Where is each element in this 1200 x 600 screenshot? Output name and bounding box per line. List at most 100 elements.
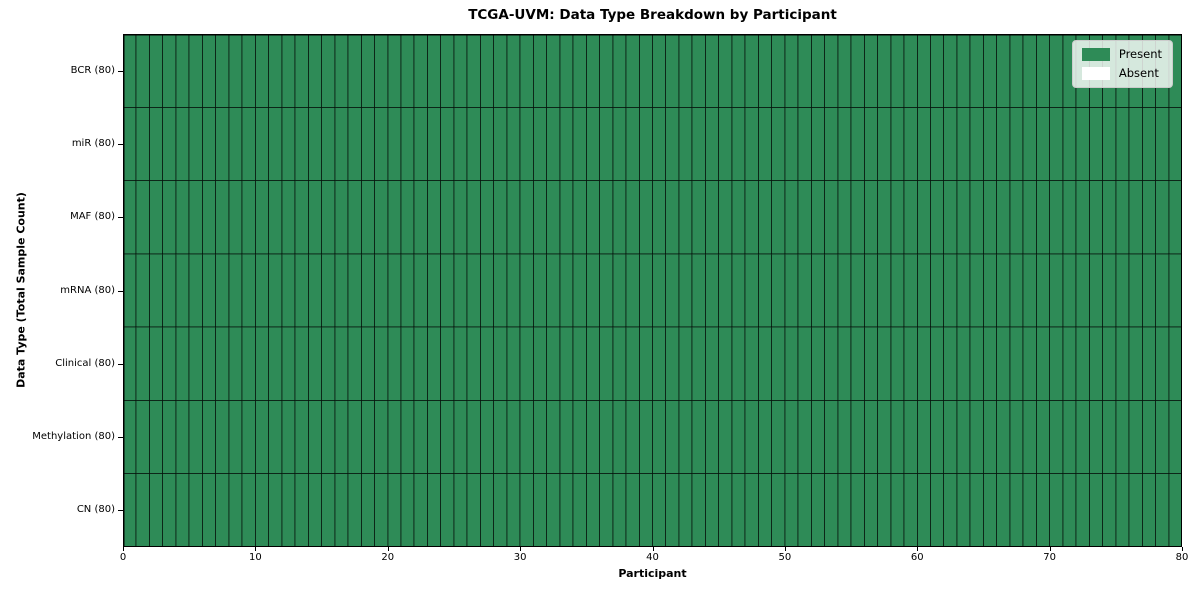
heatmap-cell <box>916 473 931 547</box>
heatmap-cell <box>1009 326 1024 401</box>
heatmap-cell <box>532 326 548 401</box>
heatmap-cell <box>387 180 402 255</box>
heatmap-cell <box>652 473 667 547</box>
x-tick-mark <box>255 547 257 551</box>
heatmap-cell <box>400 106 415 182</box>
heatmap-cell <box>334 34 349 108</box>
y-tick-label: MAF (80) <box>70 211 115 223</box>
heatmap-cell <box>890 399 905 475</box>
heatmap-cell <box>1088 473 1104 547</box>
heatmap-cell <box>1168 326 1182 401</box>
heatmap-cell <box>572 34 587 108</box>
x-tick-mark <box>652 547 654 551</box>
heatmap-cell <box>135 326 150 401</box>
heatmap-cell <box>585 253 601 328</box>
heatmap-cell <box>784 34 799 108</box>
heatmap-cell <box>254 473 270 547</box>
heatmap-cell <box>652 106 667 182</box>
heatmap-cell <box>718 34 733 108</box>
heatmap-cell <box>824 399 839 475</box>
heatmap-cell <box>771 399 786 475</box>
heatmap-cell <box>1049 34 1064 108</box>
heatmap-cell <box>162 106 177 182</box>
heatmap-cell <box>824 34 839 108</box>
heatmap-cell <box>493 399 508 475</box>
heatmap-cell <box>665 106 680 182</box>
heatmap-cell <box>585 326 601 401</box>
heatmap-cell <box>201 34 217 108</box>
heatmap-cell <box>956 326 971 401</box>
heatmap-cell <box>744 399 759 475</box>
heatmap-cell <box>241 326 256 401</box>
heatmap-cell <box>1035 253 1051 328</box>
heatmap-cell <box>148 473 164 547</box>
heatmap-cell <box>466 34 481 108</box>
heatmap-cell <box>996 253 1011 328</box>
heatmap-cell <box>837 253 852 328</box>
heatmap-cell <box>241 399 256 475</box>
heatmap-cell <box>321 473 336 547</box>
heatmap-cell <box>294 326 309 401</box>
heatmap-cell <box>215 253 230 328</box>
heatmap-cell <box>215 473 230 547</box>
heatmap-cell <box>797 399 812 475</box>
heatmap-cell <box>691 180 706 255</box>
heatmap-cell <box>757 34 773 108</box>
heatmap-cell <box>215 180 230 255</box>
heatmap-cell <box>824 180 839 255</box>
heatmap-cell <box>321 106 336 182</box>
heatmap-cell <box>956 106 971 182</box>
heatmap-cell <box>731 34 746 108</box>
heatmap-cell <box>546 253 561 328</box>
heatmap-cell <box>426 34 442 108</box>
heatmap-cell <box>135 34 150 108</box>
heatmap-cell <box>546 106 561 182</box>
x-axis-label: Participant <box>618 567 687 580</box>
heatmap-cell <box>771 253 786 328</box>
heatmap-cell <box>1141 106 1157 182</box>
heatmap-cell <box>916 253 931 328</box>
heatmap-cell <box>903 473 918 547</box>
heatmap-cell <box>1022 34 1037 108</box>
heatmap-cell <box>810 34 826 108</box>
heatmap-cell <box>850 253 865 328</box>
heatmap-cell <box>929 399 945 475</box>
heatmap-cell <box>453 326 468 401</box>
heatmap-cell <box>996 180 1011 255</box>
heatmap-cell <box>215 106 230 182</box>
heatmap-cell <box>678 253 693 328</box>
heatmap-cell <box>652 180 667 255</box>
heatmap-cell <box>1128 473 1143 547</box>
heatmap-cell <box>665 253 680 328</box>
y-axis-label: Data Type (Total Sample Count) <box>14 192 28 388</box>
heatmap-cell <box>612 326 627 401</box>
heatmap-cell <box>1022 106 1037 182</box>
heatmap-cell <box>506 473 521 547</box>
y-tick-mark <box>118 363 123 365</box>
heatmap-cell <box>307 253 323 328</box>
heatmap-cell <box>929 34 945 108</box>
x-tick-mark <box>917 547 919 551</box>
heatmap-cell <box>387 34 402 108</box>
heatmap-cell <box>585 399 601 475</box>
heatmap-cell <box>201 253 217 328</box>
heatmap-cell <box>996 34 1011 108</box>
heatmap-cell <box>148 399 164 475</box>
heatmap-cell <box>1168 180 1182 255</box>
heatmap-cell <box>268 399 283 475</box>
heatmap-cell <box>400 34 415 108</box>
heatmap-cell <box>771 473 786 547</box>
heatmap-cell <box>638 326 654 401</box>
heatmap-cell <box>731 180 746 255</box>
absent-swatch-icon <box>1081 67 1110 80</box>
heatmap-cell <box>929 253 945 328</box>
heatmap-cell <box>757 106 773 182</box>
heatmap-cell <box>982 34 998 108</box>
heatmap-cell <box>837 399 852 475</box>
heatmap-cell <box>466 106 481 182</box>
heatmap-cell <box>731 399 746 475</box>
heatmap-cell <box>188 106 203 182</box>
heatmap-cell <box>665 399 680 475</box>
heatmap-cell <box>175 34 190 108</box>
heatmap-cell <box>1049 473 1064 547</box>
